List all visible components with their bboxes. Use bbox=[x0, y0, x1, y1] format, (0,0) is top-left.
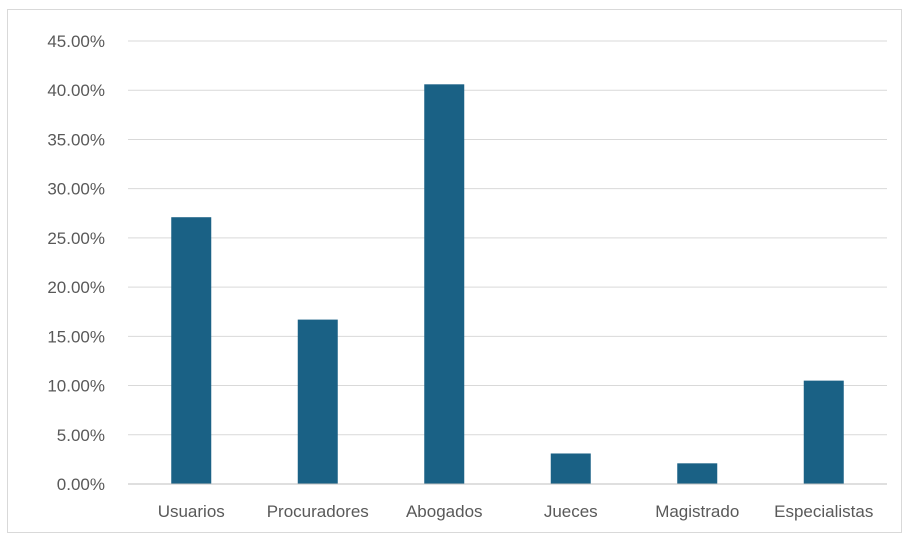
y-tick-label: 0.00% bbox=[57, 475, 105, 494]
x-category-labels: Usuarios Procuradores Abogados Jueces Magist… bbox=[158, 502, 874, 521]
bar-jueces bbox=[550, 453, 591, 484]
y-tick-label: 45.00% bbox=[47, 32, 105, 51]
bar-abogados bbox=[424, 84, 465, 484]
y-tick-label: 15.00% bbox=[47, 327, 105, 346]
bar-usuarios bbox=[171, 217, 212, 484]
x-category-label: Especialistas bbox=[774, 502, 873, 521]
bar-especialistas bbox=[803, 380, 844, 484]
bars bbox=[171, 84, 844, 484]
y-tick-label: 35.00% bbox=[47, 130, 105, 149]
y-tick-label: 30.00% bbox=[47, 180, 105, 199]
y-tick-label: 10.00% bbox=[47, 377, 105, 396]
x-category-label: Abogados bbox=[406, 502, 483, 521]
gridlines bbox=[128, 40, 887, 436]
x-category-label: Usuarios bbox=[158, 502, 225, 521]
x-category-label: Jueces bbox=[544, 502, 598, 521]
x-category-label: Procuradores bbox=[267, 502, 369, 521]
x-category-label: Magistrado bbox=[655, 502, 739, 521]
y-tick-label: 25.00% bbox=[47, 229, 105, 248]
y-tick-label: 40.00% bbox=[47, 81, 105, 100]
y-tick-label: 20.00% bbox=[47, 278, 105, 297]
bar-procuradores bbox=[297, 319, 338, 484]
y-tick-label: 5.00% bbox=[57, 426, 105, 445]
y-tick-labels: 0.00% 5.00% 10.00% 15.00% 20.00% 25.00% 30.00%… bbox=[47, 32, 105, 494]
bar-magistrado bbox=[677, 463, 718, 484]
